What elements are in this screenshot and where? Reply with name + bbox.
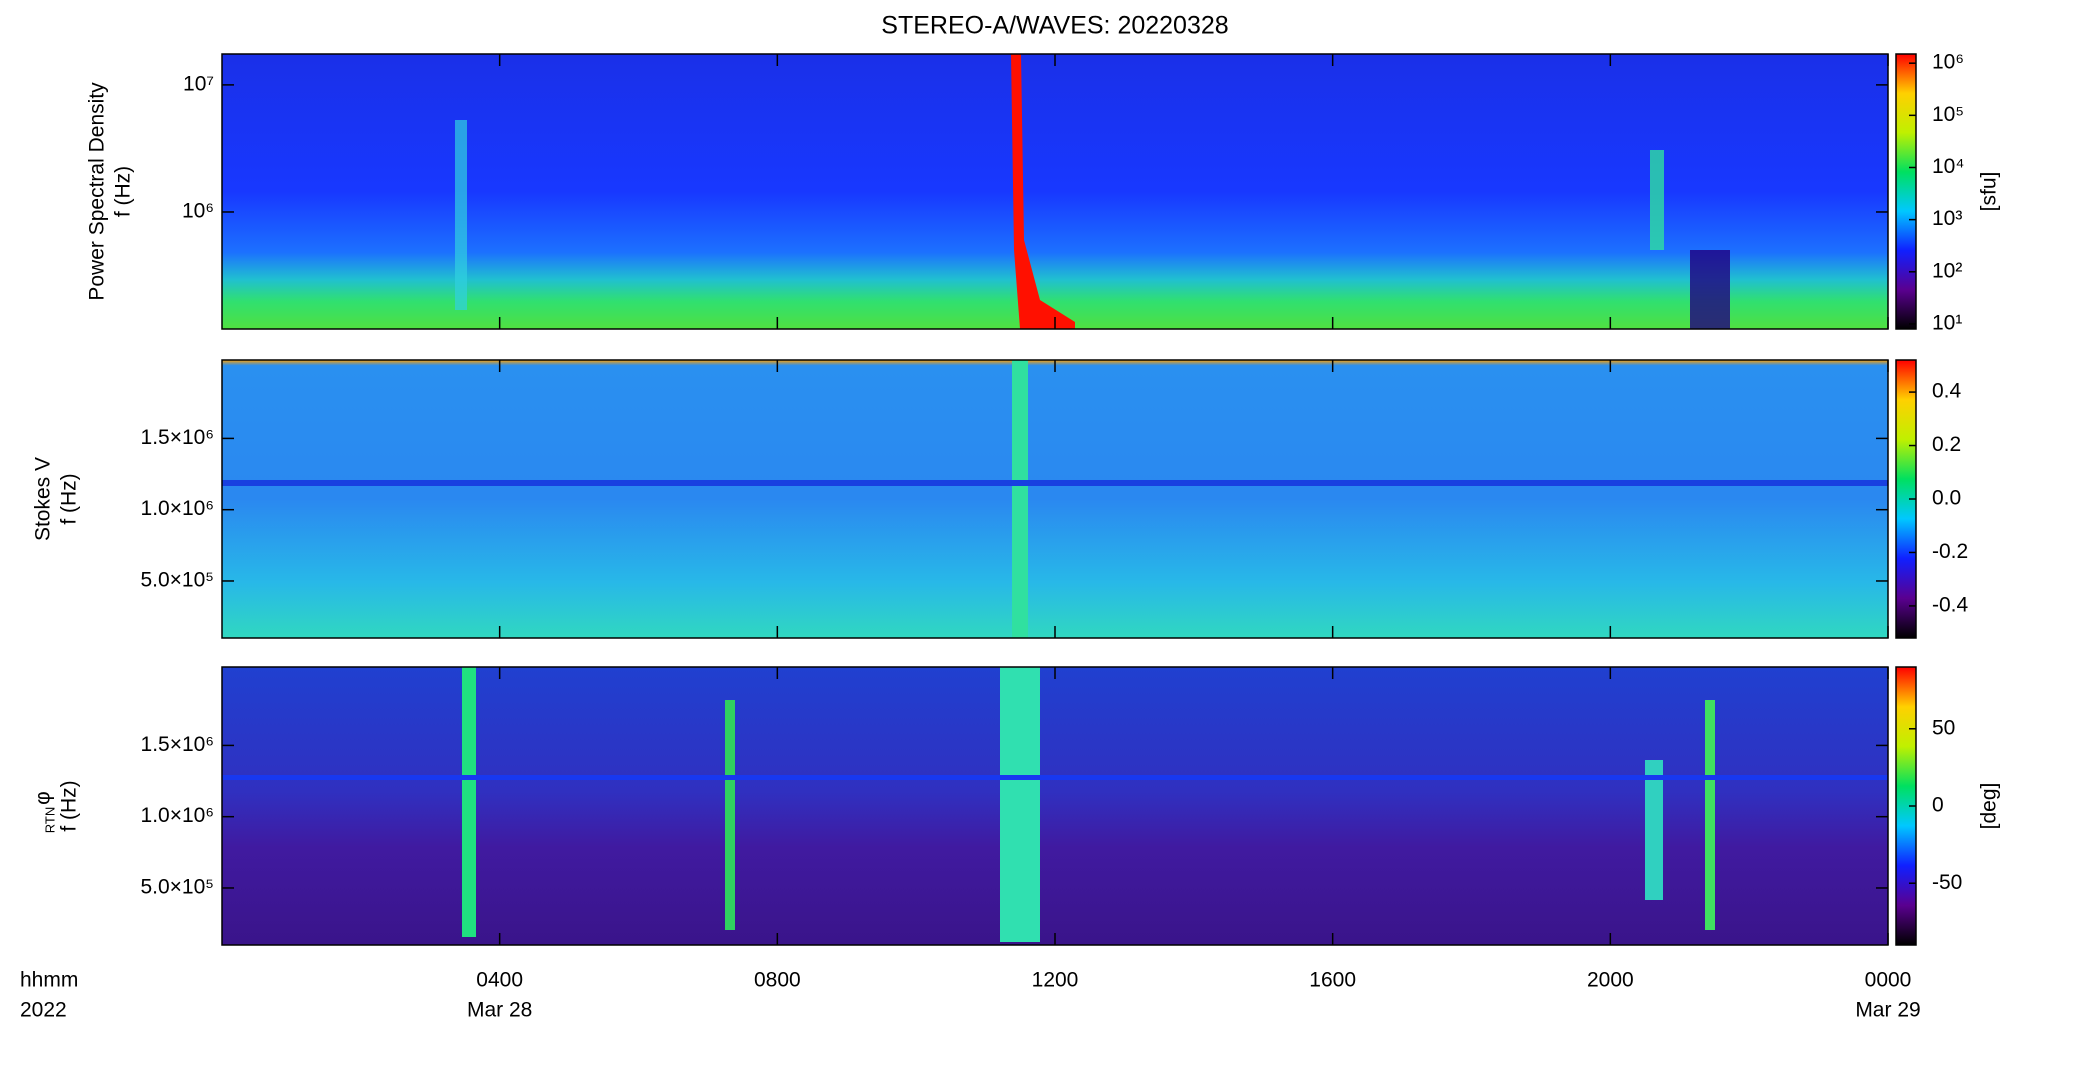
y-axis-label-subscript: RTN (42, 807, 57, 833)
colorbar-tick-label: 10⁴ (1932, 155, 1964, 178)
streak (1690, 250, 1730, 329)
streak (222, 480, 1888, 486)
y-tick-label: 5.0×10⁵ (140, 876, 214, 899)
colorbar-tick-label: 10⁵ (1932, 103, 1964, 126)
y-axis-label: Stokes V (32, 457, 55, 541)
colorbar-tick-label: 10¹ (1932, 311, 1962, 334)
colorbar-tick-label: 10⁶ (1932, 51, 1964, 74)
y-axis-label: f (Hz) (58, 473, 81, 524)
y-axis-label: Power Spectral Density (86, 82, 109, 301)
x-tick-label: 1200 (1032, 969, 1079, 992)
x-tick-label: 1600 (1309, 969, 1356, 992)
y-axis-label: φ (32, 791, 55, 805)
panel-image (222, 360, 1888, 638)
date-label: Mar 28 (467, 999, 532, 1022)
y-axis-label: f (Hz) (112, 166, 135, 217)
y-tick-label: 10⁷ (183, 72, 214, 95)
streak (462, 667, 476, 937)
colorbar-tick-label: 10² (1932, 259, 1962, 282)
panel-image (222, 667, 1888, 945)
colorbar-tick-label: -50 (1932, 871, 1962, 894)
y-tick-label: 10⁶ (182, 200, 214, 223)
streak (455, 120, 467, 310)
y-tick-label: 1.5×10⁶ (141, 426, 214, 449)
colorbar (1895, 53, 1917, 330)
x-tick-label: 0800 (754, 969, 801, 992)
colorbar-tick-label: 0.2 (1932, 433, 1961, 456)
streak (1650, 150, 1664, 250)
streak (1000, 667, 1040, 942)
y-tick-label: 1.5×10⁶ (141, 733, 214, 756)
panel-image (222, 54, 1888, 329)
streak (222, 775, 1888, 780)
colorbar-tick-label: 10³ (1932, 207, 1962, 230)
y-axis-label: f (Hz) (58, 780, 81, 831)
colorbar-tick-label: -0.2 (1932, 540, 1968, 563)
colorbar-tick-label: 0.0 (1932, 487, 1961, 510)
chart-title: STEREO-A/WAVES: 20220328 (881, 12, 1228, 40)
x-axis-label: 2022 (20, 999, 67, 1022)
streak (1705, 700, 1715, 930)
y-tick-label: 1.0×10⁶ (141, 804, 214, 827)
colorbar-tick-label: 0 (1932, 794, 1944, 817)
x-axis-label: hhmm (20, 969, 78, 992)
streak (1645, 760, 1663, 900)
colorbar-tick-label: 0.4 (1932, 380, 1962, 403)
x-tick-label: 0000 (1865, 969, 1912, 992)
x-tick-label: 0400 (476, 969, 523, 992)
spectrogram-backgrounds (222, 54, 1888, 945)
x-tick-label: 2000 (1587, 969, 1634, 992)
y-tick-label: 1.0×10⁶ (141, 497, 214, 520)
streak (725, 700, 735, 930)
burst (1011, 54, 1075, 329)
colorbar-label: [deg] (1978, 783, 2001, 830)
colorbar-tick-label: 50 (1932, 716, 1955, 739)
streak (1012, 360, 1028, 638)
y-tick-label: 5.0×10⁵ (140, 569, 214, 592)
date-label: Mar 29 (1855, 999, 1920, 1022)
colorbar-tick-label: -0.4 (1932, 593, 1969, 616)
colorbar-label: [sfu] (1978, 172, 2001, 212)
